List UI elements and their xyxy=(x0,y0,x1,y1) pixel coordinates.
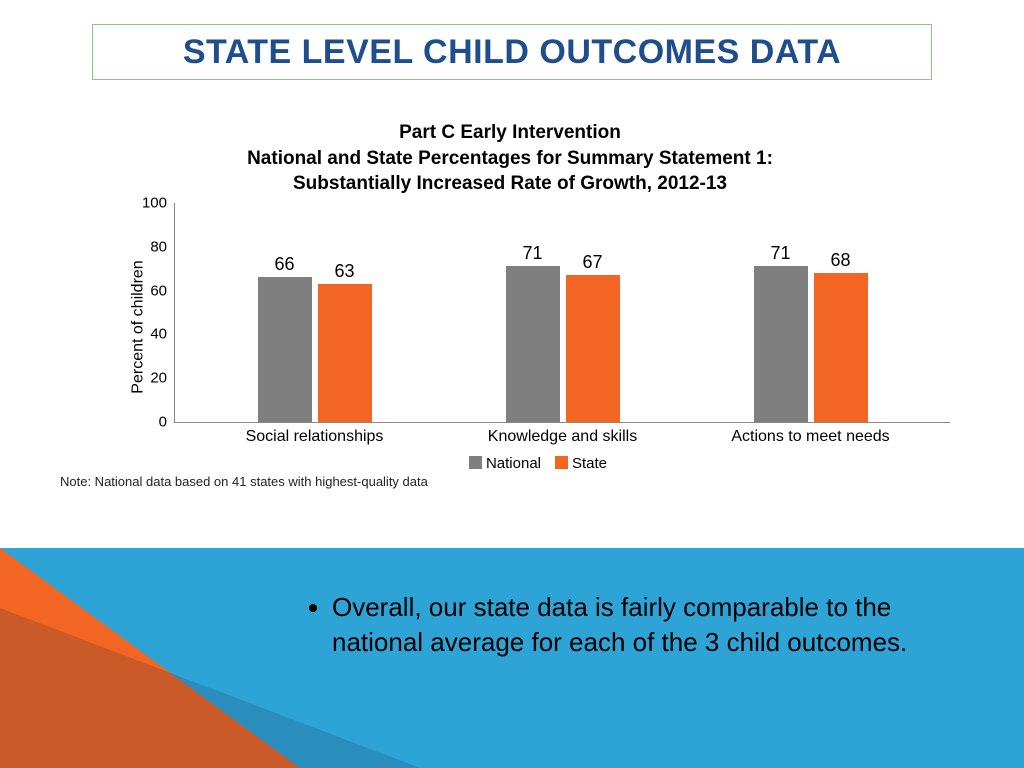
bar-value-label: 71 xyxy=(522,243,542,266)
ytick-label: 40 xyxy=(150,326,175,343)
bar: 63 xyxy=(318,284,372,422)
legend: National State xyxy=(102,455,960,472)
chart-title: Part C Early Intervention National and S… xyxy=(60,120,960,197)
bar: 67 xyxy=(566,275,620,422)
x-category-label: Knowledge and skills xyxy=(488,428,637,446)
legend-swatch xyxy=(555,456,568,469)
bar-value-label: 67 xyxy=(582,252,602,275)
bar-group: 7167Knowledge and skills xyxy=(506,203,620,422)
bar-value-label: 68 xyxy=(830,250,850,273)
title-box: STATE LEVEL CHILD OUTCOMES DATA xyxy=(92,24,932,80)
bar-value-label: 71 xyxy=(770,243,790,266)
bar-value-label: 63 xyxy=(334,261,354,284)
legend-swatch xyxy=(469,456,482,469)
ytick-label: 100 xyxy=(142,194,175,211)
chart-title-line: Substantially Increased Rate of Growth, … xyxy=(293,173,727,194)
chart-title-line: Part C Early Intervention xyxy=(399,122,621,143)
y-axis-label: Percent of children xyxy=(130,260,148,393)
ytick-label: 80 xyxy=(150,238,175,255)
plot-wrap: Percent of children 0204060801006663Soci… xyxy=(132,203,960,451)
bar: 68 xyxy=(814,273,868,422)
bar: 71 xyxy=(506,266,560,421)
page-title: STATE LEVEL CHILD OUTCOMES DATA xyxy=(183,33,841,72)
plot: 0204060801006663Social relationships7167… xyxy=(174,203,950,423)
chart-note: Note: National data based on 41 states w… xyxy=(60,474,960,489)
chart: Part C Early Intervention National and S… xyxy=(60,120,960,489)
x-category-label: Social relationships xyxy=(246,428,384,446)
bullet-item: Overall, our state data is fairly compar… xyxy=(332,590,950,660)
bar-group: 6663Social relationships xyxy=(258,203,372,422)
ytick-label: 60 xyxy=(150,282,175,299)
legend-label: State xyxy=(572,455,607,472)
legend-label: National xyxy=(486,455,541,472)
ytick-label: 0 xyxy=(159,413,175,430)
bottom-band: Overall, our state data is fairly compar… xyxy=(0,548,1024,768)
ytick-label: 20 xyxy=(150,370,175,387)
chart-title-line: National and State Percentages for Summa… xyxy=(247,148,773,169)
x-category-label: Actions to meet needs xyxy=(731,428,889,446)
bar: 71 xyxy=(754,266,808,421)
bar-value-label: 66 xyxy=(274,254,294,277)
bar-group: 7168Actions to meet needs xyxy=(754,203,868,422)
bullet-list: Overall, our state data is fairly compar… xyxy=(310,590,950,660)
bar: 66 xyxy=(258,277,312,422)
